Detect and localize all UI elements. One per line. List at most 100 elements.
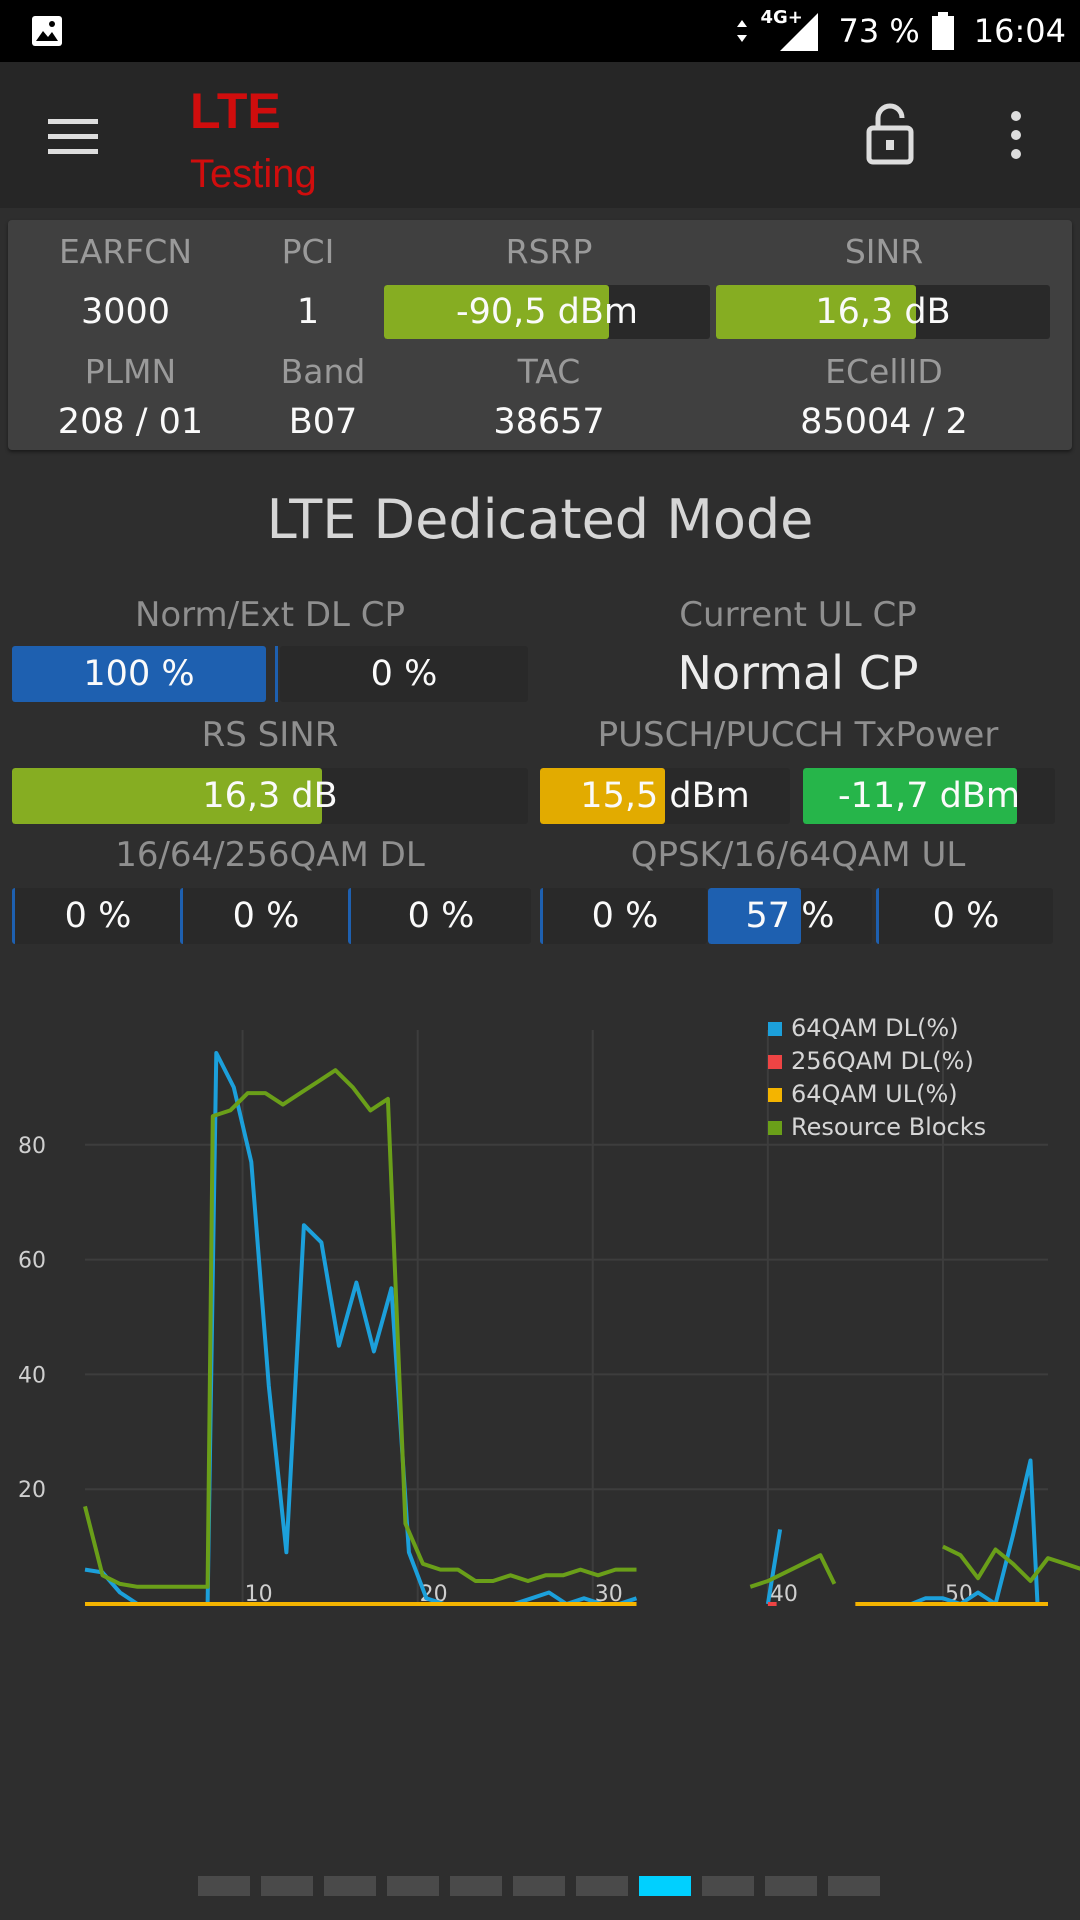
legend-label: Resource Blocks	[791, 1113, 986, 1141]
battery-icon	[931, 12, 954, 50]
rsrp-value: -90,5 dBm	[455, 292, 638, 332]
legend-swatch	[768, 1121, 782, 1135]
qam16-ul-bar: 57 %	[708, 888, 872, 944]
legend-swatch	[768, 1088, 782, 1102]
tac-value: 38657	[493, 402, 605, 442]
rsrp-bar-fill	[384, 285, 609, 339]
dl-cp-divider	[275, 646, 278, 702]
page-dot[interactable]	[198, 1876, 250, 1896]
sinr-bar: 16,3 dB	[716, 285, 1050, 339]
sinr-label: SINR	[844, 232, 924, 271]
page-dot[interactable]	[513, 1876, 565, 1896]
plmn-value: 208 / 01	[57, 402, 204, 442]
pucch-power-bar: -11,7 dBm	[803, 768, 1055, 824]
data-activity-icon	[737, 20, 748, 42]
legend-label: 256QAM DL(%)	[791, 1047, 974, 1075]
pucch-power-value: -11,7 dBm	[837, 776, 1020, 816]
battery-percent: 73 %	[838, 12, 920, 50]
qpsk-ul-bar: 0 %	[540, 888, 707, 944]
earfcn-label: EARFCN	[58, 232, 193, 271]
legend-swatch	[768, 1055, 782, 1069]
network-type: 4G+	[760, 7, 803, 28]
rs-sinr-bar-fill	[12, 768, 322, 824]
qam-ul-label: QPSK/16/64QAM UL	[630, 835, 966, 875]
ecellid-value: 85004 / 2	[800, 402, 968, 442]
rsrp-bar: -90,5 dBm	[384, 285, 710, 339]
more-options-icon[interactable]	[1000, 110, 1032, 160]
qam16-dl-value: 0 %	[64, 896, 132, 936]
page-dot[interactable]	[702, 1876, 754, 1896]
pusch-power-bar: 15,5 dBm	[540, 768, 790, 824]
qam-dl-label: 16/64/256QAM DL	[115, 835, 425, 875]
pci-value: 1	[296, 292, 320, 332]
y-tick-label: 20	[18, 1478, 46, 1503]
qam64-ul-value: 0 %	[932, 896, 1000, 936]
dl-cp-normal-value: 100 %	[83, 654, 195, 694]
page-dot[interactable]	[765, 1876, 817, 1896]
band-label: Band	[280, 352, 366, 391]
earfcn-value: 3000	[80, 292, 171, 332]
qam16-dl-bar: 0 %	[12, 888, 181, 944]
dl-cp-extended-bar: 0 %	[280, 646, 528, 702]
qam256-dl-value: 0 %	[407, 896, 475, 936]
series-line	[910, 1458, 1040, 1606]
image-notification-icon	[32, 16, 62, 46]
y-tick-label: 40	[18, 1363, 46, 1388]
series-line	[83, 1068, 637, 1589]
band-value: B07	[288, 402, 358, 442]
page-dot[interactable]	[324, 1876, 376, 1896]
y-tick-label: 80	[18, 1134, 46, 1159]
dl-cp-label: Norm/Ext DL CP	[134, 595, 406, 635]
y-tick-label: 60	[18, 1249, 46, 1274]
dl-cp-extended-value: 0 %	[370, 654, 438, 694]
hamburger-menu-icon[interactable]	[48, 117, 98, 155]
sinr-value: 16,3 dB	[815, 292, 951, 332]
legend-label: 64QAM UL(%)	[791, 1080, 958, 1108]
ul-cp-label: Current UL CP	[679, 595, 917, 635]
series-line	[749, 1553, 837, 1589]
signal-icon: 4G+	[760, 7, 820, 53]
plmn-label: PLMN	[84, 352, 177, 391]
qam64-dl-bar: 0 %	[180, 888, 349, 944]
series-line	[765, 1529, 783, 1605]
rsrp-label: RSRP	[505, 232, 593, 271]
page-dot[interactable]	[576, 1876, 628, 1896]
pucch-power-fill	[803, 768, 1018, 824]
pusch-power-value: 15,5 dBm	[580, 776, 750, 816]
ecellid-label: ECellID	[825, 352, 943, 391]
sinr-bar-fill	[716, 285, 917, 339]
legend-swatch	[768, 1022, 782, 1036]
section-title: LTE Dedicated Mode	[266, 488, 814, 551]
rs-sinr-bar: 16,3 dB	[12, 768, 528, 824]
qam64-dl-value: 0 %	[232, 896, 300, 936]
app-title: LTE	[190, 83, 281, 139]
unlock-icon[interactable]	[866, 102, 914, 166]
tac-label: TAC	[517, 352, 581, 391]
cell-info-panel: EARFCN 3000 PCI 1 RSRP -90,5 dBm SINR 16…	[8, 220, 1072, 450]
qam16-ul-fill	[708, 888, 802, 944]
page-dot[interactable]	[387, 1876, 439, 1896]
app-subtitle: Testing	[190, 152, 317, 196]
qam16-ul-value: 57 %	[745, 896, 835, 936]
qpsk-ul-value: 0 %	[591, 896, 659, 936]
pusch-power-fill	[540, 768, 665, 824]
rs-sinr-value: 16,3 dB	[202, 776, 338, 816]
app-bar: LTE Testing	[0, 62, 1080, 208]
pci-label: PCI	[281, 232, 335, 271]
qam256-dl-bar: 0 %	[348, 888, 531, 944]
txpower-label: PUSCH/PUCCH TxPower	[597, 715, 999, 755]
page-dot[interactable]	[261, 1876, 313, 1896]
clock: 16:04	[973, 12, 1066, 50]
dl-cp-normal-bar: 100 %	[12, 646, 266, 702]
rs-sinr-label: RS SINR	[201, 715, 339, 755]
series-line	[84, 1051, 638, 1606]
page-dot[interactable]	[828, 1876, 880, 1896]
page-dot-active[interactable]	[639, 1876, 691, 1896]
page-indicator	[198, 1876, 880, 1896]
qam64-ul-bar: 0 %	[876, 888, 1053, 944]
series-line	[942, 1544, 1080, 1583]
legend-label: 64QAM DL(%)	[791, 1014, 959, 1042]
status-bar: 4G+ 73 % 16:04	[0, 0, 1080, 62]
page-dot[interactable]	[450, 1876, 502, 1896]
